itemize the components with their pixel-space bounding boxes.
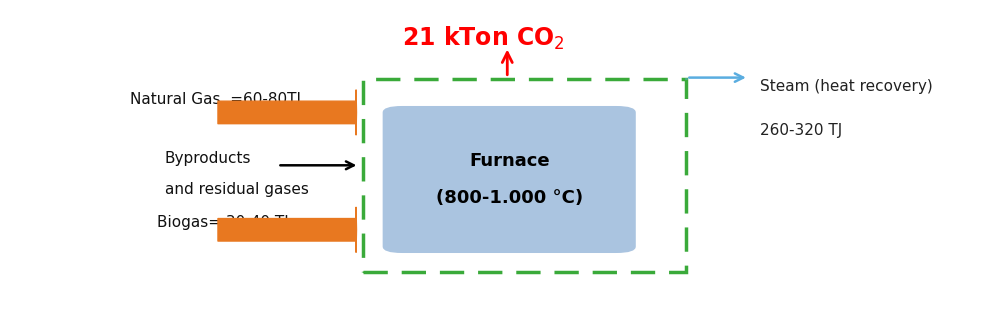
Text: Biogas= 30-40 TJ: Biogas= 30-40 TJ (157, 214, 288, 229)
Text: 21 kTon CO$_2$: 21 kTon CO$_2$ (402, 24, 565, 52)
Text: Byproducts: Byproducts (165, 151, 251, 166)
Text: Natural Gas  =60-80TJ: Natural Gas =60-80TJ (130, 92, 300, 107)
Text: 260-320 TJ: 260-320 TJ (761, 123, 842, 138)
FancyBboxPatch shape (383, 106, 636, 253)
Text: (800-1.000 °C): (800-1.000 °C) (435, 189, 583, 207)
Text: Steam (heat recovery): Steam (heat recovery) (761, 79, 934, 94)
Text: and residual gases: and residual gases (165, 182, 309, 197)
Bar (363, 79, 686, 272)
Text: Furnace: Furnace (469, 152, 550, 171)
